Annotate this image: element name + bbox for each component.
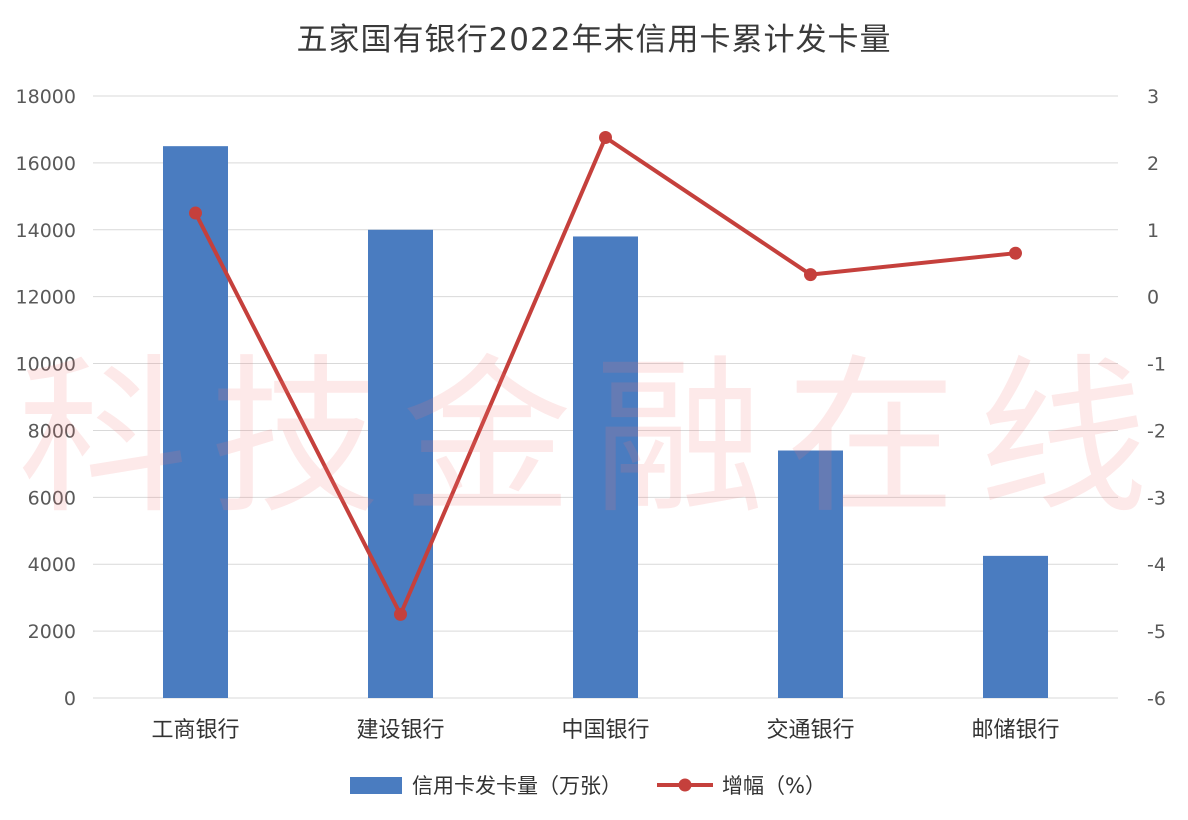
y-right-tick-label: -6 [1147, 688, 1166, 710]
x-tick-label: 交通银行 [766, 718, 854, 743]
line-point [804, 268, 817, 282]
y-left-tick-label: 4000 [28, 554, 76, 576]
y-left-tick-label: 12000 [16, 287, 76, 309]
x-tick-label: 建设银行 [356, 718, 444, 743]
y-left-tick-label: 10000 [16, 354, 76, 376]
bar [573, 236, 638, 698]
legend-line-marker [678, 778, 692, 792]
bar [163, 146, 228, 698]
bar [368, 229, 433, 698]
y-right-tick-label: 0 [1147, 287, 1159, 309]
y-right-tick-label: -4 [1147, 554, 1166, 576]
legend-line-label: 增幅（%） [722, 774, 826, 798]
y-right-tick-label: -1 [1147, 354, 1166, 376]
legend-bar-swatch [350, 777, 402, 794]
line-point [1009, 246, 1022, 260]
y-right-tick-label: -2 [1147, 420, 1166, 442]
chart-title: 五家国有银行2022年末信用卡累计发卡量 [296, 22, 892, 58]
y-right-tick-label: 1 [1147, 220, 1159, 242]
y-left-tick-label: 2000 [28, 621, 76, 643]
y-right-tick-label: -3 [1147, 487, 1166, 509]
bar [778, 450, 843, 698]
y-right-tick-label: 2 [1147, 153, 1159, 175]
line-point [189, 206, 202, 220]
x-tick-label: 邮储银行 [971, 718, 1059, 743]
legend-bar-label: 信用卡发卡量（万张） [412, 774, 622, 798]
x-tick-label: 工商银行 [151, 718, 239, 743]
x-tick-label: 中国银行 [561, 718, 649, 743]
y-left-tick-label: 16000 [16, 153, 76, 175]
bar [983, 555, 1048, 698]
y-right-tick-label: 3 [1147, 86, 1159, 108]
y-left-tick-label: 18000 [16, 86, 76, 108]
line-point [599, 130, 612, 144]
y-left-tick-label: 0 [64, 688, 76, 710]
y-left-tick-label: 6000 [28, 487, 76, 509]
y-left-tick-label: 14000 [16, 220, 76, 242]
line-point [394, 607, 407, 621]
y-right-tick-label: -5 [1147, 621, 1166, 643]
y-left-tick-label: 8000 [28, 420, 76, 442]
